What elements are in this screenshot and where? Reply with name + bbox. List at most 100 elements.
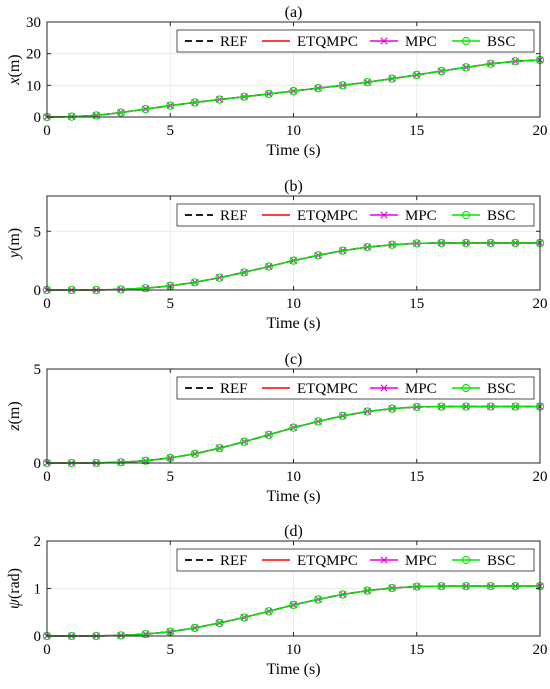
data-point-bsc-marker [511,238,520,248]
data-point-bsc-marker [313,595,323,604]
legend-item-ref: REF [185,553,248,569]
data-point-bsc-marker [190,98,200,107]
x-tick-label: 20 [533,469,548,485]
data-point-bsc-marker [141,629,150,639]
legend-marker-mpc-marker-stroke-b [380,211,388,219]
legend-label: ETQMPC [297,34,358,50]
data-point-bsc-marker [240,613,249,622]
data-point-bsc-marker [116,285,126,294]
y-axis-label-unit: (rad) [6,568,23,599]
legend-label: REF [220,381,248,397]
data-point-bsc-marker [486,59,495,68]
x-axis-label: Time (s) [266,315,320,332]
data-point-bsc-marker [412,239,421,248]
x-axis-label: Time (s) [266,142,320,159]
legend-label: REF [220,34,248,50]
x-axis-label: Time (s) [266,661,320,678]
legend-item-mpc: MPC [370,34,437,50]
data-point-bsc-marker [215,95,224,104]
series-bsc [42,55,545,122]
data-point-bsc-marker [190,449,200,458]
data-point-bsc-marker [215,273,224,282]
data-point-bsc-marker [313,251,323,260]
data-point-bsc-marker [116,108,126,117]
series-line-bsc [47,405,540,464]
legend-marker-bsc-marker [461,555,471,565]
y-axis-label-unit: (m) [6,401,23,424]
y-axis-label-symbol: y [6,250,23,260]
legend-label: BSC [487,553,515,569]
legend-label: MPC [405,34,437,50]
legend-label: BSC [487,34,515,50]
y-tick-label: 5 [34,224,42,240]
data-point-bsc-marker [412,402,421,412]
legend-item-etqmpc: ETQMPC [262,553,358,569]
data-point-bsc-marker [363,586,372,595]
x-tick-label: 15 [409,469,424,485]
series-bsc [42,238,545,295]
data-point-bsc-marker [387,583,397,593]
data-point-bsc-marker [166,101,175,110]
legend-label: ETQMPC [297,208,358,224]
x-tick-label: 10 [286,469,301,485]
legend-box [176,548,535,572]
data-point-bsc-marker [141,456,150,465]
legend-item-ref: REF [185,208,248,224]
data-point-bsc-marker [116,631,126,640]
legend-marker-bsc-marker [461,210,471,220]
data-point-bsc-marker [215,618,224,628]
data-point-bsc-marker [486,581,495,591]
y-tick-label: 10 [26,78,41,94]
legend-marker-mpc-marker-stroke-b [380,37,388,45]
legend: REF ETQMPC MPC BSC [176,548,535,572]
x-tick-label: 10 [286,296,301,312]
data-point-bsc-marker [461,238,471,248]
data-point-bsc-marker [264,607,273,616]
legend-item-mpc: MPC [370,381,437,397]
y-tick-label: 1 [34,582,42,598]
legend-box [176,376,535,400]
x-tick-label: 0 [43,123,51,139]
data-point-bsc-marker [437,581,446,591]
y-tick-label: 0 [34,629,42,645]
data-point-bsc-marker [289,423,298,432]
data-point-bsc-marker [338,81,347,90]
y-axis-label-symbol: ψ [6,598,23,609]
data-point-bsc-marker [511,402,520,411]
legend-marker-mpc-marker-stroke-b [380,384,388,392]
y-tick-label: 0 [34,110,42,126]
x-tick-label: 5 [167,296,175,312]
y-tick-label: 0 [34,283,42,299]
x-tick-label: 15 [409,296,424,312]
data-point-bsc-marker [511,57,520,66]
legend-marker-mpc-marker [380,211,388,219]
data-point-bsc-marker [461,63,471,72]
subplot-3: 0 5 10 15 20 0 5 (c) Time (s) z(m) REF ETQMPC MPC BSC [6,351,548,505]
data-point-bsc-marker [338,411,347,420]
data-point-bsc-marker [338,246,347,255]
data-point-bsc-marker [363,242,372,252]
x-tick-label: 5 [167,642,175,658]
legend-label: ETQMPC [297,381,358,397]
legend-marker-mpc-marker [380,556,388,564]
legend: REF ETQMPC MPC BSC [176,203,535,227]
subplot-1: 0 5 10 15 20 0 10 20 30 (a) Time (s) x(m) REF ETQMPC M… [6,4,548,159]
legend-box [176,29,535,53]
x-tick-label: 10 [286,123,301,139]
data-point-bsc-marker [387,404,397,413]
y-tick-label: 20 [26,47,41,63]
data-point-bsc-marker [240,437,249,446]
data-point-bsc-marker [264,89,273,99]
legend-label: MPC [405,553,437,569]
x-tick-label: 10 [286,642,301,658]
x-tick-label: 5 [167,123,175,139]
legend-item-ref: REF [185,381,248,397]
x-axis-label: Time (s) [266,488,320,505]
data-point-bsc-marker [240,92,249,101]
y-axis-label: z(m) [6,401,23,431]
y-tick-label: 5 [34,362,42,378]
y-axis-label: ψ(rad) [6,568,23,609]
series-line-bsc [47,585,540,637]
y-axis-label: x(m) [6,54,23,85]
